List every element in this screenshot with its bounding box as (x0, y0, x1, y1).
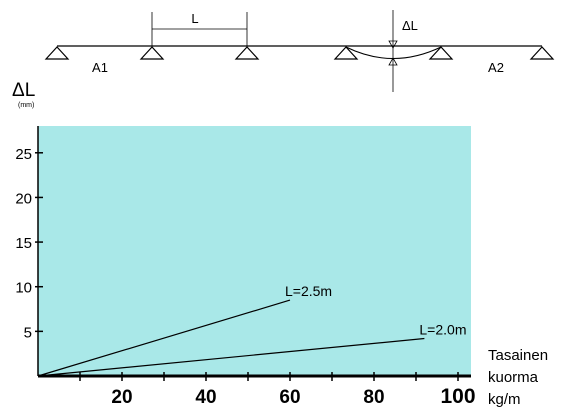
support-5 (428, 46, 454, 60)
y-tick-label: 15 (15, 235, 32, 252)
support-1 (44, 46, 70, 60)
y-tick-label: 20 (15, 190, 32, 207)
x-tick-label: 60 (279, 387, 300, 408)
support-3 (234, 46, 260, 60)
support-4 (333, 46, 359, 60)
x-tick-label: 40 (195, 387, 216, 408)
series-label-1: L=2.5m (285, 283, 332, 299)
beam-diagram: L ΔL A1 A2 (44, 10, 555, 92)
x-axis-label-line-1: Tasainen (488, 347, 548, 364)
series-label-2: L=2.0m (419, 322, 466, 338)
x-axis-label-line-2: kuorma (488, 369, 539, 386)
x-tick-label: 80 (363, 387, 384, 408)
series-line-2 (37, 337, 425, 377)
support-6 (529, 46, 555, 60)
section-label-a2: A2 (488, 60, 504, 75)
deflection-arrow-down (388, 40, 398, 49)
x-axis-label-line-3: kg/m (488, 391, 521, 408)
deflection-arrow-up (388, 57, 398, 66)
series-group: L=2.5m L=2.0m (37, 283, 466, 377)
section-label-a1: A1 (92, 60, 108, 75)
y-tick-label: 10 (15, 280, 32, 297)
series-line-1 (37, 299, 291, 377)
tick-group: 5 10 15 20 25 20 40 60 80 100 (15, 146, 475, 408)
chart: ΔL (mm) 5 10 15 20 25 20 40 60 80 100 L=2.5m L=2.0… (12, 80, 548, 408)
span-label: L (191, 11, 198, 26)
x-tick-label: 100 (440, 385, 475, 408)
y-tick-label: 25 (15, 146, 32, 163)
deflection-label: ΔL (402, 18, 418, 33)
x-tick-label: 20 (111, 387, 132, 408)
y-axis-unit: (mm) (18, 102, 34, 109)
y-axis-label: ΔL (12, 80, 35, 101)
support-2 (139, 46, 165, 60)
deflected-beam (345, 46, 442, 59)
y-tick-label: 5 (24, 324, 32, 341)
plot-background (38, 126, 471, 376)
